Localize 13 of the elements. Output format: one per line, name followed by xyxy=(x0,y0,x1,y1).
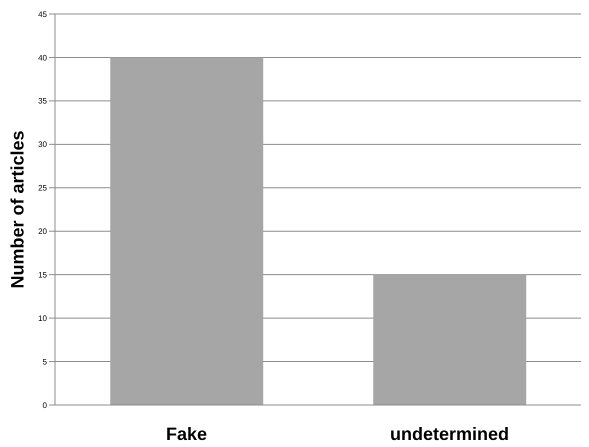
x-tick-label: Fake xyxy=(166,424,208,444)
y-tick-label: 0 xyxy=(42,400,48,410)
y-tick-label: 5 xyxy=(42,357,48,366)
y-tick-label: 15 xyxy=(38,270,48,280)
y-tick-label: 40 xyxy=(38,53,48,62)
y-tick-label: 10 xyxy=(38,314,48,323)
y-tick-label: 35 xyxy=(38,96,48,106)
y-tick-label: 30 xyxy=(38,140,48,150)
x-tick-label: undetermined xyxy=(390,424,510,444)
y-tick-label: 25 xyxy=(38,184,48,193)
y-tick-label: 45 xyxy=(38,10,48,19)
y-tick-label: 20 xyxy=(38,227,48,236)
y-axis-title: Number of articles xyxy=(7,130,28,289)
